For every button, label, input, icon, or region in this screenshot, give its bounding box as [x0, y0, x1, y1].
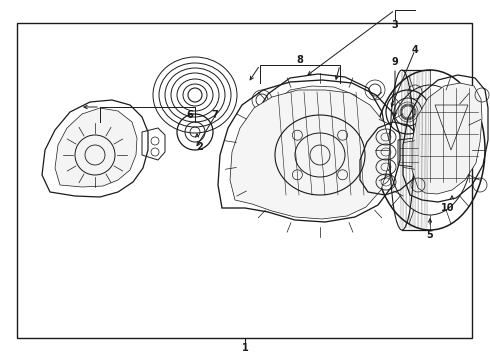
Text: 7: 7	[212, 110, 219, 120]
Text: 10: 10	[441, 203, 455, 213]
Text: 8: 8	[296, 55, 303, 65]
Text: 6: 6	[187, 110, 194, 120]
Bar	[17, 23, 472, 338]
Text: 4: 4	[412, 45, 418, 55]
Text: 9: 9	[392, 57, 398, 67]
Text: 2: 2	[196, 142, 203, 152]
Text: 1: 1	[242, 343, 248, 353]
Text: 3: 3	[392, 20, 398, 30]
Polygon shape	[230, 90, 390, 219]
Polygon shape	[412, 83, 482, 194]
Text: 5: 5	[427, 230, 433, 240]
Polygon shape	[265, 86, 373, 200]
Polygon shape	[55, 108, 137, 187]
